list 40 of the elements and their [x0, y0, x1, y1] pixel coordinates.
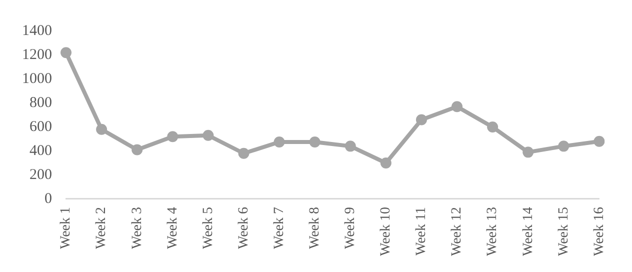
x-tick-label: Week 2: [94, 206, 110, 250]
point: [132, 144, 143, 156]
y-tick-label: 1400: [22, 22, 52, 39]
point: [487, 121, 498, 132]
x-tick-label: Week 4: [165, 206, 180, 250]
point: [522, 146, 534, 158]
x-tick-label: Week 8: [308, 206, 322, 250]
x-tick-label: Week 10: [378, 206, 394, 256]
x-tick-label: Week 14: [520, 206, 536, 256]
y-tick-label: 1000: [22, 70, 52, 87]
x-tick-label: Week 9: [343, 206, 358, 250]
x-tick-label: Week 7: [272, 206, 287, 250]
point: [558, 140, 570, 152]
x-tick-label: Week 16: [592, 206, 607, 256]
point: [274, 136, 285, 148]
x-tick-label: Week 13: [485, 206, 500, 256]
y-tick-label: 800: [30, 94, 52, 111]
point: [416, 114, 427, 126]
point: [344, 140, 356, 152]
y-tick-label: 400: [30, 142, 52, 159]
x-tick-label: Week 1: [58, 206, 74, 250]
y-tick-label: 600: [30, 118, 52, 135]
point: [380, 157, 392, 168]
y-tick-label: 0: [44, 190, 52, 207]
point: [452, 101, 463, 112]
x-tick-label: Week 6: [236, 206, 252, 250]
point: [309, 136, 320, 148]
x-tick-label: Week 3: [130, 206, 145, 250]
point: [202, 130, 214, 141]
point: [238, 148, 250, 159]
x-tick-label: Week 5: [200, 206, 216, 250]
x-tick-label: Week 11: [414, 206, 430, 256]
x-tick-label: Week 12: [450, 206, 465, 256]
y-tick-label: 200: [30, 166, 52, 183]
point: [60, 47, 72, 58]
point: [594, 136, 605, 147]
point: [96, 124, 108, 135]
point: [167, 131, 178, 142]
x-tick-label: Week 15: [556, 206, 572, 256]
y-tick-label: 1200: [22, 46, 52, 63]
